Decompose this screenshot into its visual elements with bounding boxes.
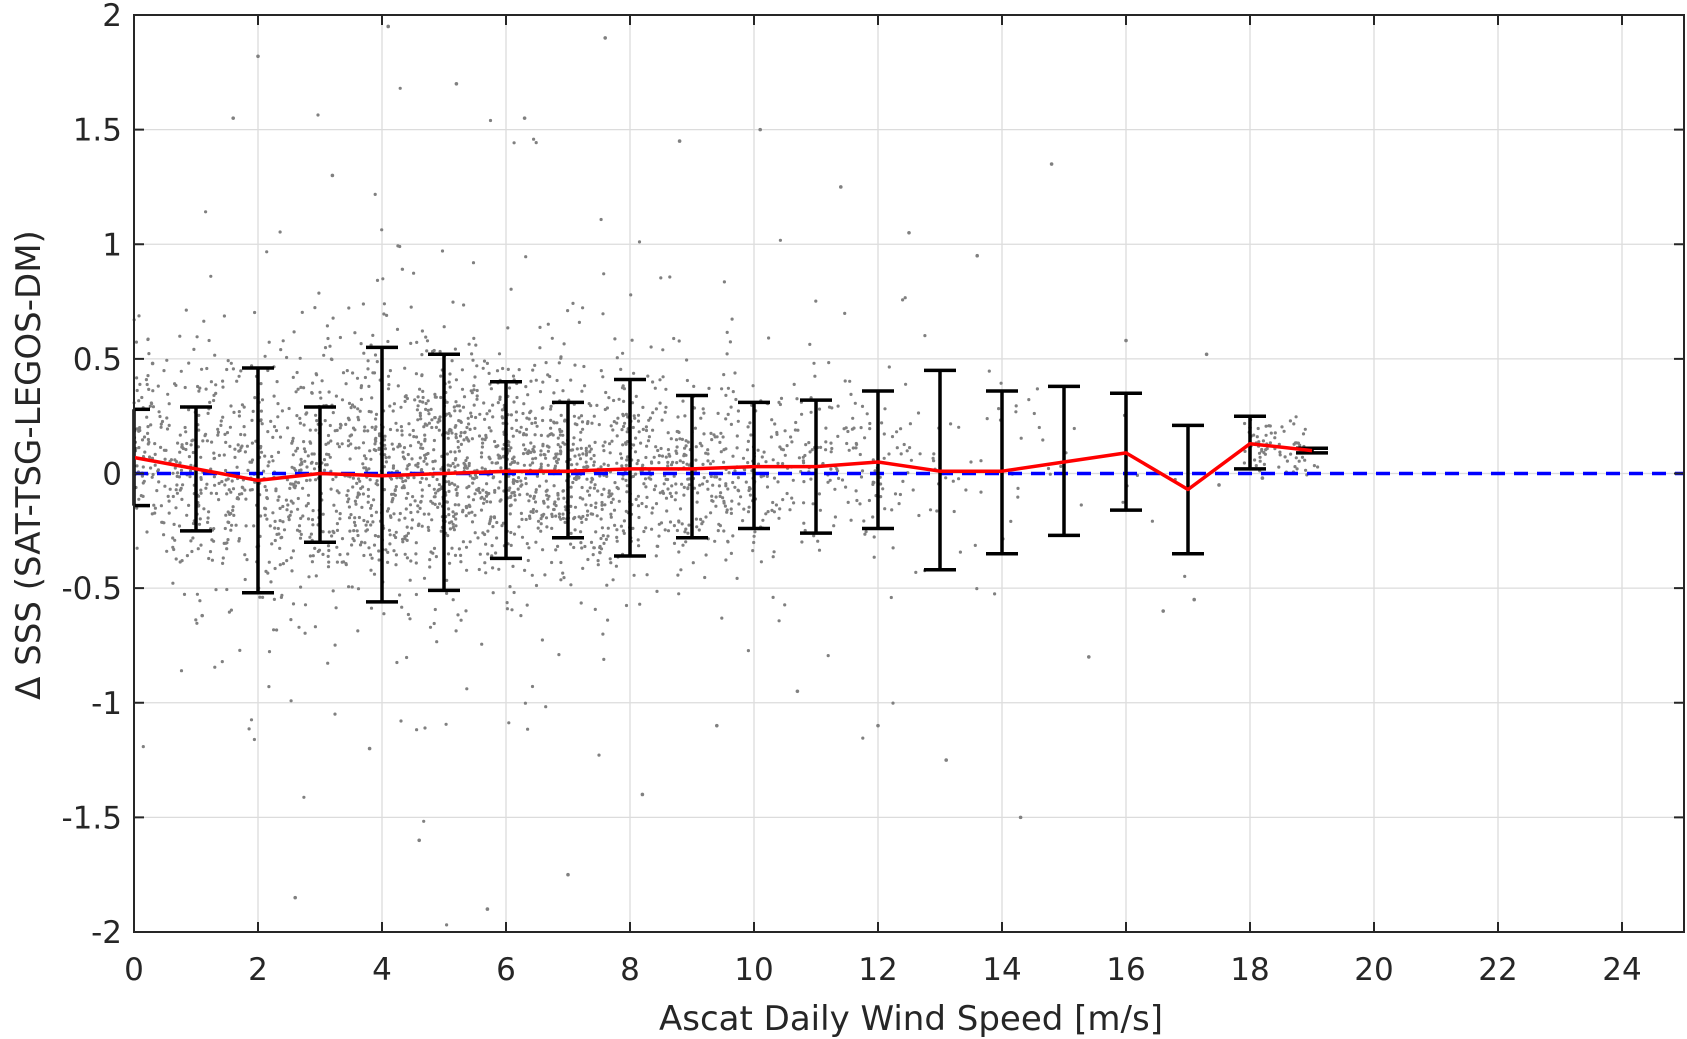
scatter-point bbox=[795, 689, 800, 694]
error-bar bbox=[676, 393, 708, 540]
y-tick-label: -0.5 bbox=[62, 571, 123, 607]
x-tick-label: 4 bbox=[372, 952, 392, 988]
scatter-point bbox=[1049, 162, 1054, 166]
x-tick-label: 20 bbox=[1354, 952, 1393, 988]
x-tick-labels: 0 2 4 6 8 10 12 14 16 18 20 22 24 bbox=[124, 952, 1642, 988]
scatter-point bbox=[330, 173, 335, 178]
scatter-point bbox=[566, 872, 570, 877]
y-tick-label: -1.5 bbox=[62, 800, 123, 836]
x-tick-label: 18 bbox=[1230, 952, 1269, 988]
x-tick-label: 0 bbox=[124, 952, 144, 988]
scatter-point bbox=[1192, 597, 1196, 602]
scatter-point bbox=[758, 127, 762, 132]
y-tick-label: 1 bbox=[102, 227, 122, 263]
scatter-point bbox=[367, 746, 372, 751]
x-tick-label: 14 bbox=[982, 952, 1021, 988]
scatter-point bbox=[1260, 476, 1265, 480]
x-tick-label: 24 bbox=[1602, 952, 1641, 988]
scatter-point bbox=[522, 116, 527, 120]
x-tick-label: 8 bbox=[620, 952, 640, 988]
scatter-point bbox=[386, 24, 391, 29]
scatter-point bbox=[1217, 483, 1221, 487]
scatter-point bbox=[677, 139, 682, 143]
scatter-points bbox=[132, 24, 1320, 927]
scatter-point bbox=[1204, 352, 1209, 357]
y-tick-label: 0.5 bbox=[73, 342, 122, 378]
scatter-point bbox=[1161, 609, 1165, 613]
y-tick-label: 1.5 bbox=[73, 113, 122, 149]
scatter-point bbox=[975, 253, 979, 258]
scatter-point bbox=[231, 116, 235, 120]
scatter-point bbox=[876, 723, 880, 728]
scatter-point bbox=[603, 36, 607, 40]
x-tick-label: 12 bbox=[858, 952, 897, 988]
scatter-point bbox=[907, 230, 911, 235]
scatter-point bbox=[485, 907, 490, 911]
y-tick-label: -1 bbox=[91, 686, 122, 722]
x-tick-label: 10 bbox=[734, 952, 773, 988]
scatter-point bbox=[715, 723, 719, 728]
scatter-point bbox=[200, 613, 204, 618]
scatter-point bbox=[293, 895, 298, 900]
mean-line bbox=[133, 441, 1313, 492]
scatter-point bbox=[256, 54, 260, 59]
scatter-point bbox=[1124, 338, 1128, 343]
y-tick-label: 0 bbox=[102, 457, 122, 493]
error-bar bbox=[862, 389, 894, 531]
scatter-point bbox=[1087, 655, 1091, 659]
scatter-point bbox=[1018, 815, 1023, 820]
scatter-point bbox=[150, 361, 155, 366]
scatter-point bbox=[454, 81, 459, 86]
axes bbox=[133, 14, 1685, 933]
y-tick-labels: -2 -1.5 -1 -0.5 0 0.5 1 1.5 2 bbox=[62, 0, 123, 951]
y-axis-label: Δ SSS (SAT-TSG-LEGOS-DM) bbox=[9, 230, 49, 700]
scatter-point bbox=[640, 792, 645, 797]
scatter-point bbox=[839, 185, 843, 189]
scatter-point bbox=[417, 838, 422, 843]
x-tick-label: 16 bbox=[1106, 952, 1145, 988]
y-tick-label: -2 bbox=[91, 915, 122, 951]
scatter-cloud bbox=[132, 86, 1320, 927]
y-tick-label: 2 bbox=[102, 0, 122, 34]
x-tick-label: 6 bbox=[496, 952, 516, 988]
scatter-point bbox=[944, 758, 948, 762]
x-axis-label: Ascat Daily Wind Speed [m/s] bbox=[659, 999, 1163, 1039]
x-tick-label: 22 bbox=[1478, 952, 1517, 988]
x-tick-label: 2 bbox=[248, 952, 268, 988]
